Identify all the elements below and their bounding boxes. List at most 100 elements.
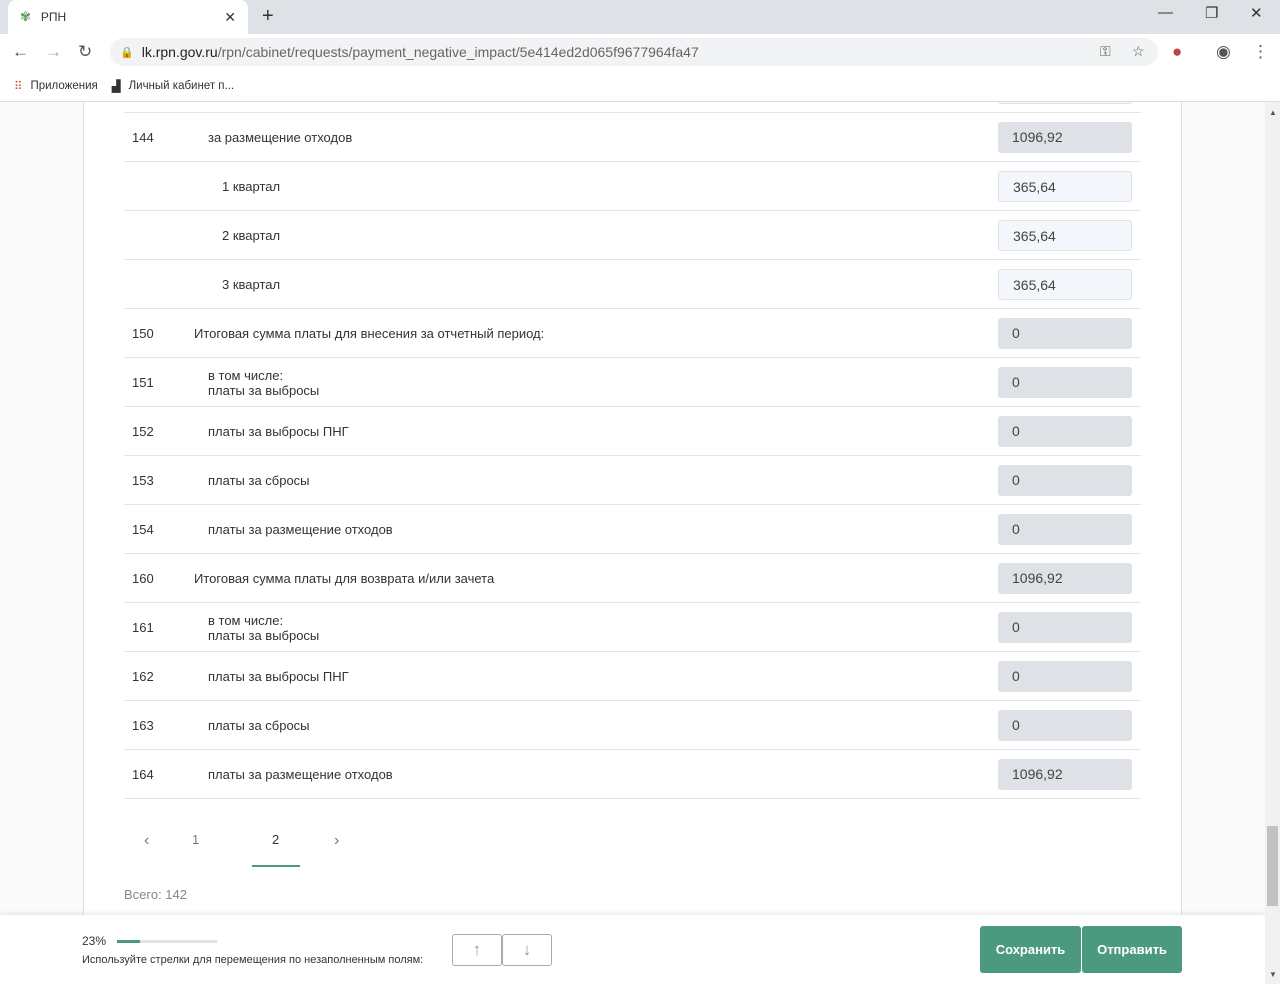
- bookmark-label: Личный кабинет п...: [128, 79, 235, 92]
- row-label: Итоговая сумма платы для внесения за отч…: [194, 326, 544, 341]
- progress-bar: [117, 940, 217, 943]
- browser-tab[interactable]: ✾ РПН ✕: [8, 0, 248, 34]
- prev-empty-field-button[interactable]: ↑: [452, 934, 502, 966]
- row-label-text: платы за сбросы: [208, 473, 310, 488]
- form-panel: 144 за размещение отходов 1096,92 1 квартал…: [83, 102, 1182, 984]
- apps-icon: ⠿: [14, 80, 23, 93]
- table-row: 163 платы за сбросы 0: [124, 701, 1141, 750]
- row-number: 150: [132, 326, 154, 341]
- table-row: 2 квартал 365,64: [124, 211, 1141, 260]
- row-number: 144: [132, 130, 154, 145]
- prev-page-icon[interactable]: ‹: [144, 832, 150, 849]
- row-label-text: платы за размещение отходов: [208, 522, 393, 537]
- bookmark-label: Приложения: [30, 79, 98, 92]
- progress-label: 23%: [82, 934, 107, 948]
- bookmarks-bar: ⠿ Приложения ▟ Личный кабинет п...: [0, 70, 1280, 102]
- row-label-text: за размещение отходов: [208, 130, 353, 145]
- table-row: 153 платы за сбросы 0: [124, 456, 1141, 505]
- forward-icon[interactable]: →: [45, 42, 62, 61]
- value-field: 0: [998, 612, 1132, 643]
- scrollbar[interactable]: ▲ ▼: [1265, 102, 1280, 984]
- table-row: 160 Итоговая сумма платы для возврата и/и…: [124, 554, 1141, 603]
- row-label: платы за выбросы ПНГ: [208, 669, 349, 684]
- row-number: 160: [132, 571, 154, 586]
- row-number: 164: [132, 767, 154, 782]
- table-row: 154 платы за размещение отходов 0: [124, 505, 1141, 554]
- row-label-text: Итоговая сумма платы для внесения за отч…: [194, 326, 545, 341]
- send-button[interactable]: Отправить: [1082, 926, 1182, 973]
- tab-title: РПН: [40, 10, 67, 24]
- scrollbar-thumb[interactable]: [1267, 826, 1278, 906]
- navigation-hint: Используйте стрелки для перемещения по н…: [82, 954, 424, 966]
- row-label-text: Итоговая сумма платы для возврата и/или …: [194, 571, 495, 586]
- minimize-icon[interactable]: —: [1158, 4, 1173, 21]
- row-label: 2 квартал: [222, 228, 280, 243]
- row-number: 161: [132, 620, 154, 635]
- next-empty-field-button[interactable]: ↓: [502, 934, 552, 966]
- star-icon[interactable]: ☆: [1132, 43, 1145, 59]
- table-row: 3 квартал 365,64: [124, 260, 1141, 309]
- row-label: платы за сбросы: [208, 718, 310, 733]
- profile-icon[interactable]: ◉: [1216, 42, 1231, 61]
- value-field: 0: [998, 416, 1132, 447]
- page-1[interactable]: 1: [192, 832, 200, 847]
- page-content: 144 за размещение отходов 1096,92 1 квартал…: [0, 102, 1265, 984]
- table-row: 151 в том числе: платы за выбросы 0: [124, 358, 1141, 407]
- close-tab-icon[interactable]: ✕: [224, 8, 236, 25]
- lock-icon: 🔒: [120, 46, 134, 59]
- new-tab-button[interactable]: +: [262, 5, 274, 27]
- emblem-icon: ✾: [20, 9, 31, 24]
- row-number: 154: [132, 522, 154, 537]
- row-label-text: платы за выбросы ПНГ: [208, 424, 349, 439]
- table-row: 164 платы за размещение отходов 1096,92: [124, 750, 1141, 799]
- back-icon[interactable]: ←: [12, 42, 29, 61]
- row-number: 162: [132, 669, 154, 684]
- key-icon[interactable]: ⚿: [1100, 43, 1111, 59]
- row-label-text: 2 квартал: [222, 228, 281, 243]
- value-field[interactable]: 365,64: [998, 171, 1132, 202]
- menu-icon[interactable]: ⋮: [1252, 42, 1269, 61]
- table-row: 150 Итоговая сумма платы для внесения за …: [124, 309, 1141, 358]
- row-label: платы за сбросы: [208, 473, 310, 488]
- bookmark-apps[interactable]: ⠿ Приложения: [14, 79, 98, 93]
- row-label-text: в том числе:: [208, 613, 284, 628]
- save-button[interactable]: Сохранить: [980, 926, 1081, 973]
- row-number: 153: [132, 473, 154, 488]
- value-field: 0: [998, 367, 1132, 398]
- tab-bar: ✾ РПН ✕ + — ❐ ✕: [0, 0, 1280, 34]
- bookmark-cabinet[interactable]: ▟ Личный кабинет п...: [112, 79, 234, 93]
- active-page-indicator: [252, 865, 300, 867]
- page-2-current[interactable]: 2: [272, 832, 280, 847]
- total-count: Всего: 142: [124, 887, 188, 902]
- row-label-text: 3 квартал: [222, 277, 281, 292]
- value-field: 0: [998, 514, 1132, 545]
- close-window-icon[interactable]: ✕: [1250, 5, 1263, 22]
- row-label-text: платы за сбросы: [208, 718, 310, 733]
- table-row-partial: [124, 102, 1141, 113]
- row-label-sub: платы за выбросы: [208, 628, 320, 643]
- extension-icon[interactable]: ●: [1172, 42, 1183, 61]
- scroll-down-icon[interactable]: ▼: [1269, 970, 1277, 979]
- value-field[interactable]: 365,64: [998, 269, 1132, 300]
- table-row: 161 в том числе: платы за выбросы 0: [124, 603, 1141, 652]
- value-field: 1096,92: [998, 563, 1132, 594]
- address-bar[interactable]: 🔒 lk.rpn.gov.ru/rpn/cabinet/requests/pay…: [110, 38, 1158, 66]
- scroll-up-icon[interactable]: ▲: [1269, 108, 1277, 117]
- row-label: платы за размещение отходов: [208, 767, 393, 782]
- reload-icon[interactable]: ↻: [78, 42, 93, 61]
- table-row: 1 квартал 365,64: [124, 162, 1141, 211]
- row-label-text: 1 квартал: [222, 179, 281, 194]
- table-row: 162 платы за выбросы ПНГ 0: [124, 652, 1141, 701]
- value-field: 1096,92: [998, 759, 1132, 790]
- restore-icon[interactable]: ❐: [1205, 5, 1219, 22]
- value-field[interactable]: [998, 102, 1132, 104]
- row-label: платы за выбросы ПНГ: [208, 424, 349, 439]
- row-label: Итоговая сумма платы для возврата и/или …: [194, 571, 494, 586]
- row-label-text: платы за выбросы ПНГ: [208, 669, 349, 684]
- row-number: 151: [132, 375, 154, 390]
- value-field[interactable]: 365,64: [998, 220, 1132, 251]
- value-field: 1096,92: [998, 122, 1132, 153]
- url-path: /rpn/cabinet/requests/payment_negative_i…: [217, 44, 699, 60]
- row-label: в том числе: платы за выбросы: [208, 613, 319, 643]
- next-page-icon[interactable]: ›: [334, 832, 340, 849]
